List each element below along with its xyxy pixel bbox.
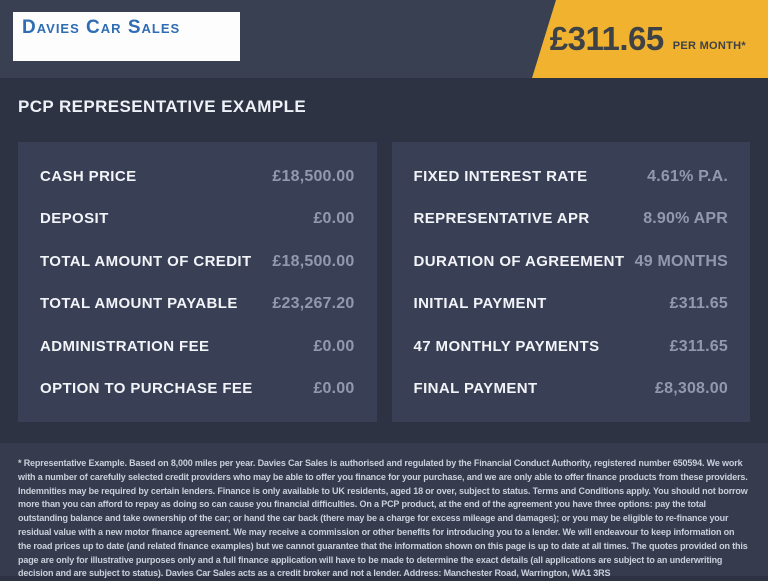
row-value: £0.00: [313, 210, 355, 228]
row-label: DEPOSIT: [40, 210, 109, 228]
table-row: TOTAL AMOUNT OF CREDIT £18,500.00: [40, 253, 355, 271]
table-row: 47 MONTHLY PAYMENTS £311.65: [414, 338, 729, 356]
table-row: TOTAL AMOUNT PAYABLE £23,267.20: [40, 295, 355, 313]
row-label: DURATION OF AGREEMENT: [413, 252, 625, 270]
row-label: TOTAL AMOUNT OF CREDIT: [40, 252, 252, 270]
table-row: INITIAL PAYMENT £311.65: [414, 295, 729, 313]
row-value: £311.65: [669, 295, 728, 313]
header-bar: Davies Car Sales £311.65 PER MONTH*: [0, 0, 768, 78]
row-value: 4.61% P.A.: [647, 168, 728, 185]
row-label: OPTION TO PURCHASE FEE: [40, 379, 253, 397]
dealer-logo: Davies Car Sales: [13, 12, 240, 61]
row-value: £18,500.00: [272, 168, 355, 185]
monthly-price-banner: £311.65 PER MONTH*: [532, 0, 768, 78]
table-row: CASH PRICE £18,500.00: [40, 168, 355, 186]
table-row: ADMINISTRATION FEE £0.00: [40, 338, 355, 356]
finance-tables: CASH PRICE £18,500.00 DEPOSIT £0.00 TOTA…: [18, 142, 750, 422]
row-value: 8.90% APR: [643, 210, 728, 228]
table-row: DURATION OF AGREEMENT 49 MONTHS: [414, 253, 729, 271]
row-label: 47 MONTHLY PAYMENTS: [413, 337, 600, 355]
table-row: REPRESENTATIVE APR 8.90% APR: [414, 210, 729, 228]
table-row: FINAL PAYMENT £8,308.00: [414, 380, 729, 398]
row-value: £8,308.00: [655, 379, 728, 397]
monthly-price-suffix: PER MONTH*: [672, 40, 746, 52]
row-label: CASH PRICE: [40, 168, 137, 185]
row-value: £0.00: [313, 379, 355, 397]
row-value: £0.00: [313, 337, 355, 355]
row-value: £311.65: [669, 337, 728, 355]
row-label: REPRESENTATIVE APR: [413, 210, 590, 228]
footer-disclaimer-band: * Representative Example. Based on 8,000…: [0, 443, 768, 578]
row-label: TOTAL AMOUNT PAYABLE: [40, 295, 238, 313]
finance-table-right: FIXED INTEREST RATE 4.61% P.A. REPRESENT…: [391, 142, 750, 422]
dealer-logo-text: Davies Car Sales: [22, 17, 181, 38]
finance-table-left: CASH PRICE £18,500.00 DEPOSIT £0.00 TOTA…: [18, 142, 377, 422]
table-row: OPTION TO PURCHASE FEE £0.00: [40, 380, 355, 398]
table-row: FIXED INTEREST RATE 4.61% P.A.: [414, 168, 729, 186]
row-label: INITIAL PAYMENT: [413, 295, 547, 313]
row-label: ADMINISTRATION FEE: [40, 337, 210, 355]
monthly-price-amount: £311.65: [549, 20, 664, 57]
representative-example-disclaimer: * Representative Example. Based on 8,000…: [18, 458, 748, 579]
row-label: FINAL PAYMENT: [413, 379, 538, 397]
row-value: 49 MONTHS: [634, 252, 728, 270]
row-value: £23,267.20: [272, 295, 355, 313]
finance-example-section: PCP REPRESENTATIVE EXAMPLE CASH PRICE £1…: [0, 78, 768, 443]
page-title: PCP REPRESENTATIVE EXAMPLE: [18, 97, 307, 116]
table-row: DEPOSIT £0.00: [40, 210, 355, 228]
row-label: FIXED INTEREST RATE: [413, 168, 588, 185]
row-value: £18,500.00: [272, 252, 355, 270]
